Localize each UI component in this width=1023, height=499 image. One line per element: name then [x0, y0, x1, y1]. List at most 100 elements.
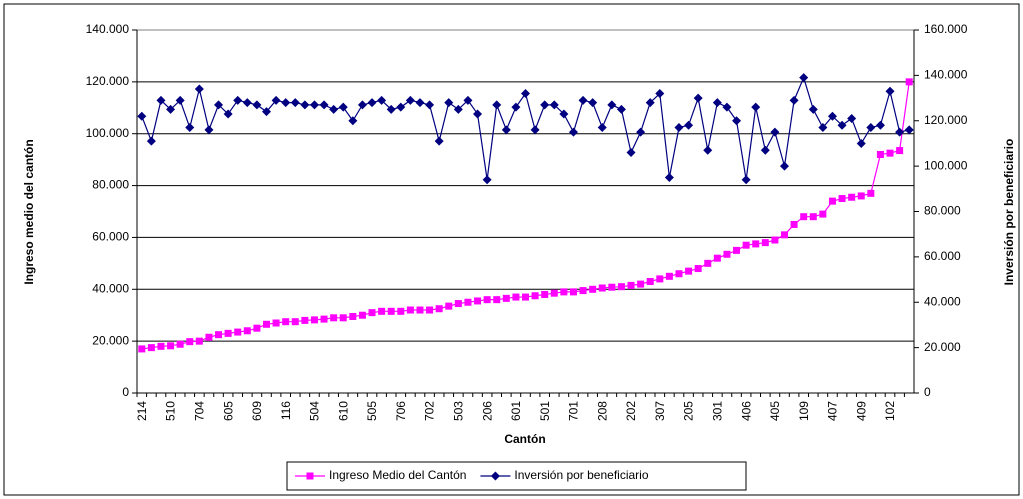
- marker: [194, 84, 204, 94]
- x-tick-label: 405: [768, 401, 782, 421]
- marker: [645, 98, 655, 108]
- marker: [330, 314, 338, 322]
- marker: [800, 213, 808, 221]
- x-tick-label: 214: [135, 401, 149, 421]
- marker: [626, 148, 636, 158]
- marker: [848, 193, 856, 201]
- marker: [742, 241, 750, 249]
- y2-axis-label: Inversión por beneficiario: [1002, 139, 1016, 286]
- marker: [435, 305, 443, 313]
- marker: [732, 116, 742, 126]
- marker: [338, 102, 348, 112]
- y2-tick-label: 100.000: [924, 158, 968, 172]
- legend-label: Inversión por beneficiario: [514, 468, 648, 482]
- marker: [607, 100, 617, 110]
- marker: [195, 337, 203, 345]
- marker: [444, 98, 454, 108]
- marker: [146, 136, 156, 146]
- marker: [272, 319, 280, 327]
- marker: [886, 149, 894, 157]
- marker: [655, 89, 665, 99]
- marker: [770, 127, 780, 137]
- x-tick-label: 409: [854, 401, 868, 421]
- marker: [339, 314, 347, 322]
- marker: [406, 306, 414, 314]
- marker: [521, 89, 530, 99]
- marker: [234, 328, 242, 336]
- marker: [664, 172, 674, 182]
- marker: [224, 329, 232, 337]
- marker: [301, 316, 309, 324]
- marker: [569, 288, 577, 296]
- y-tick-label: 100.000: [86, 126, 130, 140]
- marker: [271, 95, 281, 105]
- y-tick-label: 0: [122, 385, 129, 399]
- marker: [761, 239, 769, 247]
- marker: [426, 306, 434, 314]
- marker: [512, 293, 520, 301]
- x-tick-label: 208: [595, 401, 609, 421]
- marker: [694, 265, 702, 273]
- marker: [166, 104, 176, 114]
- marker: [636, 127, 646, 137]
- y-tick-label: 80.000: [92, 178, 129, 192]
- marker: [588, 98, 598, 108]
- marker: [904, 125, 914, 135]
- marker: [386, 104, 396, 114]
- marker: [856, 138, 866, 148]
- marker: [741, 175, 751, 185]
- y2-tick-label: 40.000: [924, 294, 961, 308]
- marker: [473, 109, 483, 119]
- marker: [445, 302, 453, 310]
- marker: [263, 320, 270, 328]
- x-tick-label: 307: [653, 401, 667, 421]
- marker: [252, 100, 262, 110]
- marker: [808, 104, 818, 114]
- marker: [306, 472, 314, 480]
- marker: [453, 104, 463, 114]
- x-tick-label: 609: [250, 401, 264, 421]
- x-tick-label: 601: [509, 401, 523, 421]
- marker: [723, 250, 731, 258]
- marker: [483, 296, 491, 304]
- marker: [396, 102, 406, 112]
- marker: [589, 285, 597, 293]
- marker: [857, 192, 865, 200]
- marker: [262, 107, 271, 117]
- marker: [627, 281, 635, 289]
- marker: [474, 297, 482, 305]
- marker: [550, 289, 558, 297]
- marker: [454, 300, 462, 308]
- x-tick-label: 102: [883, 401, 897, 421]
- marker: [397, 307, 405, 315]
- marker: [319, 100, 329, 110]
- legend-label: Ingreso Medio del Cantón: [329, 468, 466, 482]
- x-tick-label: 206: [480, 401, 494, 421]
- marker: [733, 246, 741, 254]
- marker: [837, 120, 847, 130]
- x-tick-label: 406: [739, 401, 753, 421]
- x-tick-label: 610: [336, 401, 350, 421]
- marker: [780, 161, 789, 171]
- marker: [675, 270, 683, 278]
- marker: [357, 100, 367, 110]
- marker: [712, 98, 722, 108]
- marker: [722, 102, 732, 112]
- marker: [493, 296, 501, 304]
- y2-tick-label: 80.000: [924, 204, 961, 218]
- marker: [309, 100, 319, 110]
- marker: [579, 287, 587, 295]
- marker: [185, 123, 195, 133]
- marker: [656, 275, 664, 283]
- marker: [434, 136, 444, 146]
- marker: [215, 331, 223, 339]
- marker: [502, 294, 510, 302]
- marker: [875, 120, 885, 130]
- x-tick-label: 706: [394, 401, 408, 421]
- marker: [867, 189, 875, 197]
- y2-tick-label: 0: [924, 385, 931, 399]
- marker: [598, 284, 606, 292]
- marker: [522, 293, 529, 301]
- y2-tick-label: 140.000: [924, 68, 968, 82]
